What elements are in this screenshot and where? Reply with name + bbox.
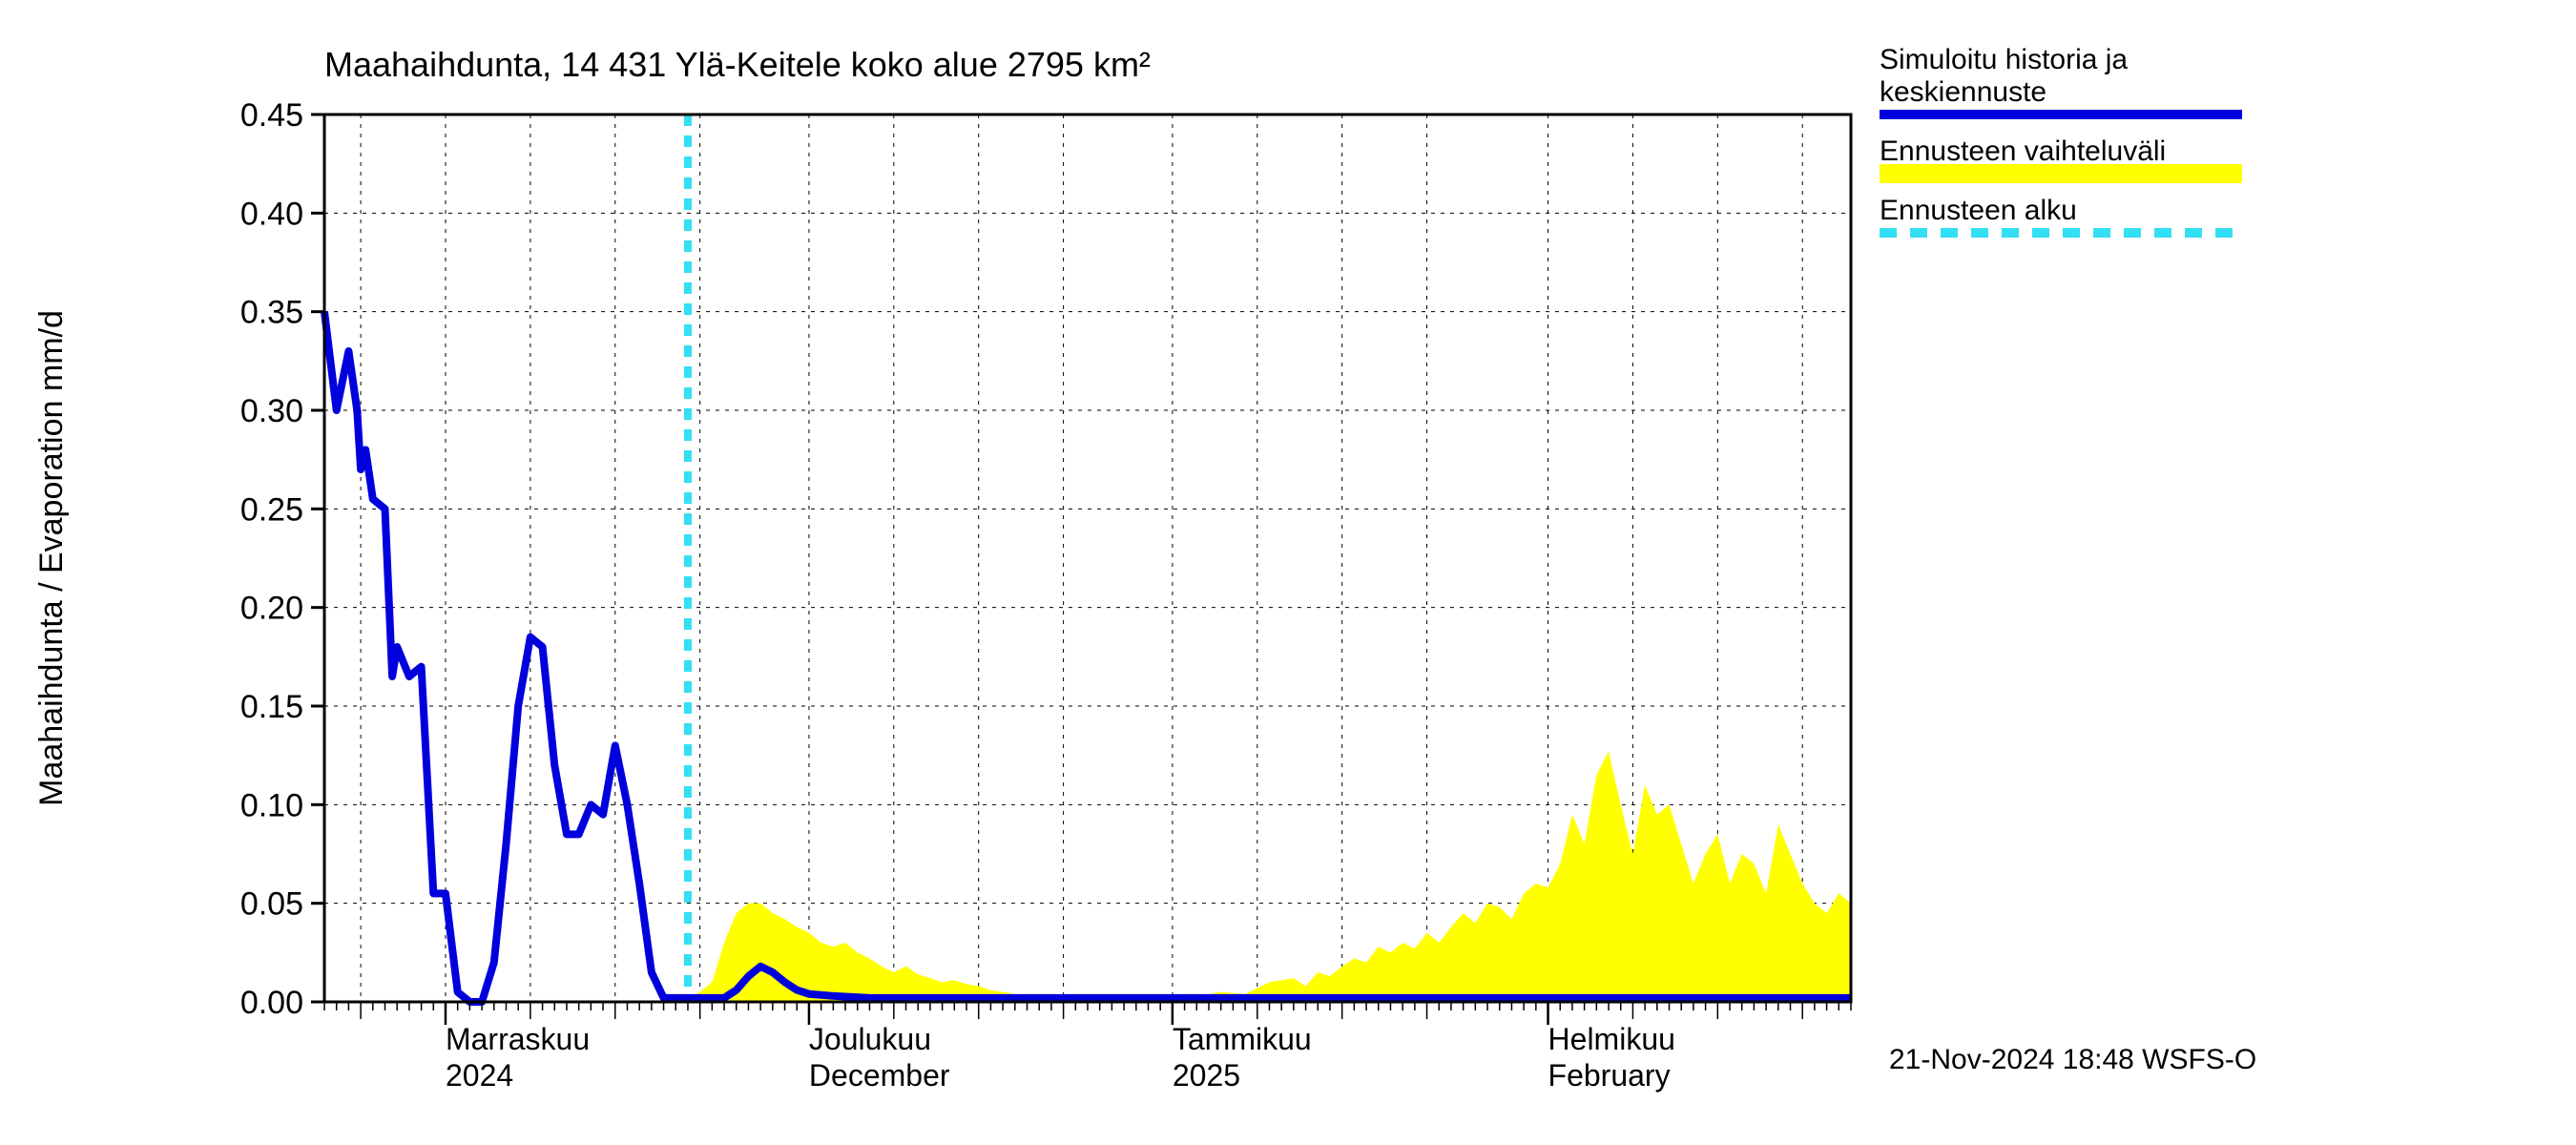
y-tick-label: 0.45 <box>240 97 303 134</box>
y-tick-label: 0.25 <box>240 491 303 528</box>
x-month-sub-label: 2025 <box>1173 1058 1240 1093</box>
x-month-sub-label: 2024 <box>446 1058 513 1093</box>
y-tick-label: 0.10 <box>240 787 303 823</box>
chart-svg: 0.00 0.05 0.10 0.15 0.20 0.25 0.30 0.35 0.40 0.45… <box>0 0 2576 1145</box>
legend-swatch-band <box>1880 164 2242 183</box>
x-month-label: Marraskuu <box>446 1022 590 1056</box>
y-tick-label: 0.35 <box>240 295 303 331</box>
y-tick-label: 0.30 <box>240 393 303 429</box>
legend-label: keskiennuste <box>1880 76 2046 108</box>
legend-label: Ennusteen vaihteluväli <box>1880 135 2166 167</box>
x-month-label: Helmikuu <box>1548 1022 1675 1056</box>
y-tick-label: 0.15 <box>240 689 303 725</box>
y-tick-label: 0.05 <box>240 886 303 923</box>
legend-label: Simuloitu historia ja <box>1880 44 2128 75</box>
chart-container: 0.00 0.05 0.10 0.15 0.20 0.25 0.30 0.35 0.40 0.45… <box>0 0 2576 1145</box>
chart-title: Maahaihdunta, 14 431 Ylä-Keitele koko al… <box>324 45 1151 84</box>
x-month-sub-label: December <box>809 1058 950 1093</box>
x-month-sub-label: February <box>1548 1058 1671 1093</box>
legend-label: Ennusteen alku <box>1880 195 2077 226</box>
footer-timestamp: 21-Nov-2024 18:48 WSFS-O <box>1889 1044 2256 1075</box>
x-month-label: Joulukuu <box>809 1022 931 1056</box>
y-tick-label: 0.00 <box>240 985 303 1021</box>
x-month-label: Tammikuu <box>1173 1022 1312 1056</box>
y-tick-label: 0.40 <box>240 196 303 232</box>
y-axis-label: Maahaihdunta / Evaporation mm/d <box>33 310 70 806</box>
y-tick-label: 0.20 <box>240 591 303 627</box>
